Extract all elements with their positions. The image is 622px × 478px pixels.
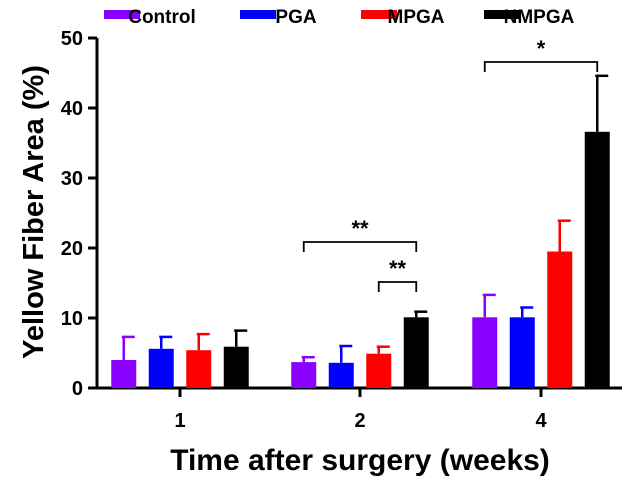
bars xyxy=(111,74,610,389)
y-tick-label: 20 xyxy=(61,238,83,260)
significance-label: ** xyxy=(389,256,407,281)
bar xyxy=(328,362,354,388)
significance-brackets: ***** xyxy=(302,36,599,292)
legend-label: NMPGA xyxy=(504,7,575,28)
bar xyxy=(148,348,174,388)
legend-swatch xyxy=(484,10,520,19)
bar xyxy=(223,346,249,388)
y-axis: 0 10 20 30 40 50 xyxy=(61,28,99,400)
y-tick-label: 40 xyxy=(61,98,83,120)
significance-label: * xyxy=(537,36,546,61)
legend-label: Control xyxy=(128,7,196,28)
y-tick-label: 0 xyxy=(72,378,83,400)
x-tick-label: 2 xyxy=(354,410,365,432)
x-axis-title: Time after surgery (weeks) xyxy=(170,444,550,477)
bar xyxy=(472,317,498,388)
legend-label: MPGA xyxy=(388,7,445,28)
x-axis: 1 2 4 xyxy=(95,386,622,432)
legend-label: PGA xyxy=(275,7,316,28)
x-tick-label: 4 xyxy=(535,410,547,432)
bar xyxy=(584,131,610,389)
significance-bracket xyxy=(483,61,599,72)
y-tick-label: 50 xyxy=(61,28,83,50)
bar xyxy=(366,353,392,388)
bar xyxy=(509,317,535,388)
y-tick-label: 30 xyxy=(61,168,83,190)
y-tick-label: 10 xyxy=(61,308,83,330)
significance-label: ** xyxy=(351,216,369,241)
legend-swatch xyxy=(240,10,276,19)
legend-swatch xyxy=(104,10,140,19)
legend: Control PGA MPGA NMPGA xyxy=(104,7,575,28)
legend-swatch xyxy=(361,10,397,19)
bar xyxy=(111,360,137,388)
significance-bracket xyxy=(302,241,418,252)
y-axis-title: Yellow Fiber Area (%) xyxy=(18,65,50,359)
bar xyxy=(403,317,429,388)
x-tick-label: 1 xyxy=(174,410,185,432)
bar xyxy=(291,362,317,388)
bar xyxy=(547,251,573,388)
significance-bracket xyxy=(377,281,418,292)
bar xyxy=(186,350,212,388)
